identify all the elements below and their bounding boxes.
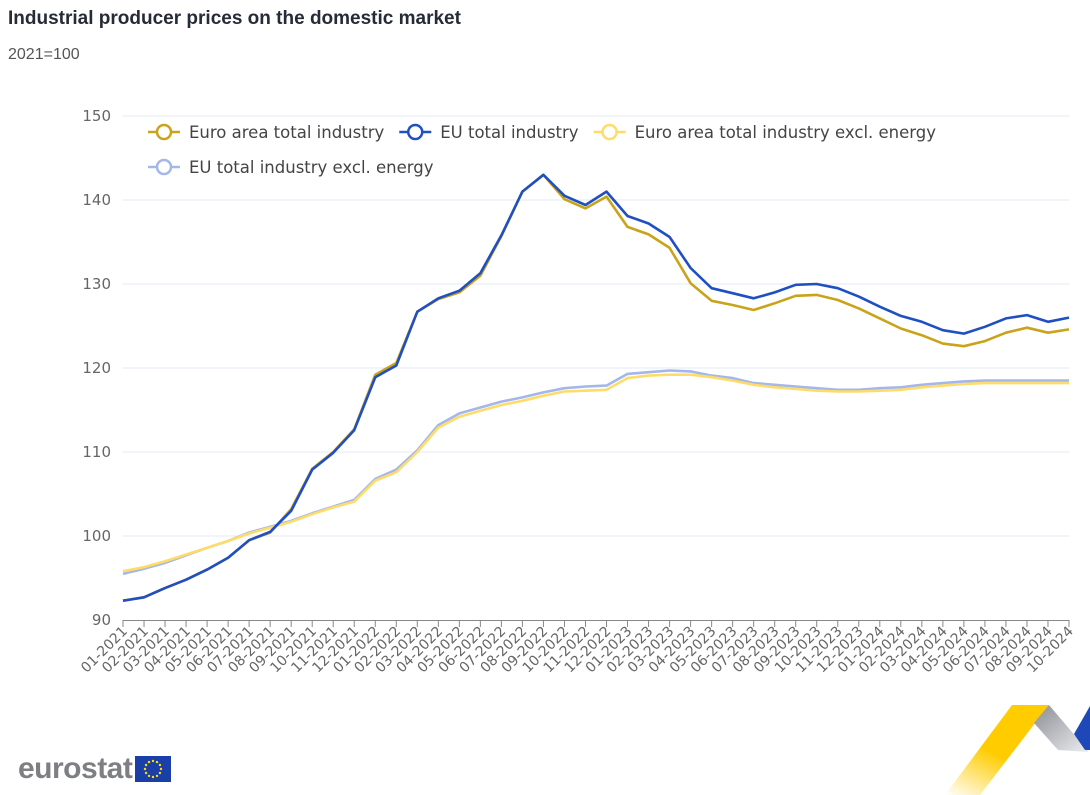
legend-item: Euro area total industry: [148, 123, 384, 142]
y-tick-label: 150: [82, 107, 111, 125]
x-axis: 01-202102-202103-202104-202105-202106-20…: [78, 620, 1077, 676]
series-line: [122, 373, 1069, 573]
y-tick-label: 100: [82, 527, 111, 545]
flag-star: [148, 774, 151, 778]
series-line: [122, 173, 1070, 602]
flag-star: [159, 763, 162, 767]
y-tick-label: 90: [92, 611, 111, 629]
legend-item: EU total industry: [399, 123, 579, 142]
chart-title: Industrial producer prices on the domest…: [8, 8, 461, 29]
series-lines: [122, 173, 1070, 602]
legend-label: Euro area total industry: [189, 123, 384, 142]
y-axis-ticks: 90 100 110 120 130 140 150: [82, 107, 111, 629]
y-tick-label: 130: [82, 275, 111, 293]
y-tick-label: 140: [82, 191, 111, 209]
flag-star: [156, 774, 159, 778]
eurostat-logo: eurostat: [18, 752, 172, 786]
eu-flag-icon: [135, 756, 172, 782]
flag-star: [145, 763, 148, 767]
series-line: [122, 369, 1069, 576]
flag-star: [148, 760, 151, 764]
legend-label: EU total industry: [440, 123, 579, 142]
y-tick-label: 120: [82, 359, 111, 377]
flag-star: [145, 771, 148, 775]
legend-marker-icon: [407, 123, 424, 141]
legend-label: Euro area total industry excl. energy: [635, 123, 937, 142]
flag-star: [152, 775, 155, 779]
chart-subtitle: 2021=100: [8, 46, 80, 63]
legend-item: Euro area total industry excl. energy: [593, 123, 937, 142]
y-tick-label: 110: [82, 443, 111, 461]
legend-item: EU total industry excl. energy: [148, 158, 434, 177]
legend-marker-icon: [155, 158, 173, 176]
legend: Euro area total industry EU total industr…: [148, 123, 936, 177]
flag-star: [152, 759, 155, 763]
legend-marker-icon: [601, 123, 618, 141]
legend-label: EU total industry excl. energy: [189, 158, 434, 177]
logo-text: eurostat: [18, 752, 133, 785]
flag-star: [159, 771, 162, 775]
flag-star: [144, 767, 147, 771]
gridlines: [123, 115, 1069, 537]
flag-star: [156, 760, 159, 764]
flag-star: [160, 767, 163, 771]
legend-marker-icon: [155, 123, 173, 141]
decorative-ribbon: [945, 705, 1090, 795]
